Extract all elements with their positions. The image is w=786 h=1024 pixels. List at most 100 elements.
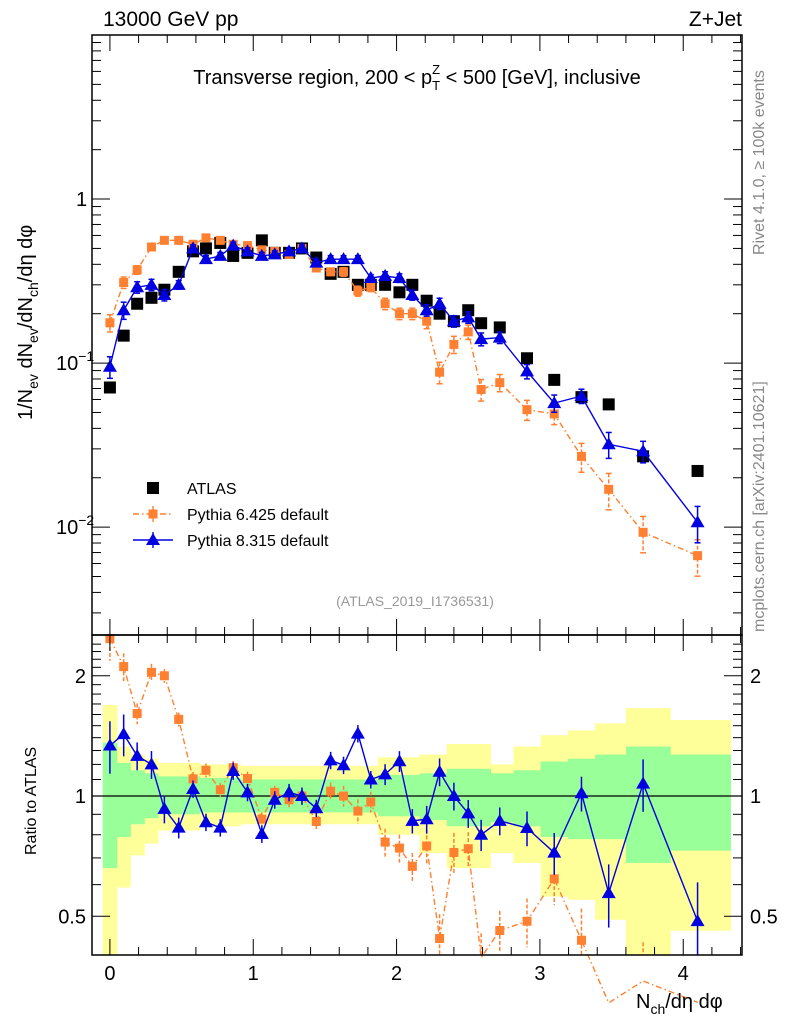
- ratio-y-tick-label-right: 1: [750, 786, 761, 808]
- data-point-pythia-8-315-default: [461, 310, 476, 323]
- data-point-atlas: [255, 234, 268, 247]
- ratio-point-pythia-8-315-default: [294, 789, 309, 802]
- ratio-point-pythia-8-315-default: [116, 727, 131, 740]
- ratio-point-pythia-6-425-default: [394, 843, 404, 853]
- data-point-atlas: [406, 278, 419, 291]
- data-point-pythia-8-315-default: [282, 244, 297, 257]
- ratio-point-pythia-8-315-default: [171, 820, 186, 833]
- ratio-point-pythia-8-315-default: [254, 826, 269, 839]
- data-point-pythia-6-425-default: [174, 235, 184, 245]
- ratio-point-pythia-6-425-default: [576, 935, 586, 945]
- uncertainty-band-green: [461, 768, 476, 827]
- data-point-atlas: [493, 321, 506, 334]
- data-point-atlas: [475, 317, 488, 330]
- legend-label-pythia-8-315-default: Pythia 8.315 default: [187, 533, 329, 550]
- plot-title: Transverse region, 200 < pZ T < 500 [GeV]…: [193, 62, 640, 93]
- ratio-point-pythia-6-425-default: [146, 667, 156, 677]
- legend-marker-atlas: [147, 482, 159, 494]
- legend: ATLAS Pythia 6.425 default Pythia 8.315 de…: [133, 481, 329, 550]
- ratio-point-pythia-8-315-default: [240, 785, 255, 798]
- data-point-atlas: [103, 381, 116, 394]
- ratio-point-pythia-6-425-default: [495, 926, 505, 936]
- ratio-point-pythia-8-315-default: [144, 757, 159, 770]
- data-point-pythia-6-425-default: [353, 286, 363, 296]
- ratio-point-pythia-6-425-default: [215, 785, 225, 795]
- data-point-pythia-8-315-default: [116, 303, 131, 316]
- data-point-pythia-8-315-default: [309, 255, 324, 268]
- header-beam: 13000 GeV pp: [103, 8, 238, 31]
- x-tick-label: 0: [104, 963, 115, 985]
- ratio-point-pythia-8-315-default: [282, 785, 297, 798]
- ratio-point-pythia-8-315-default: [267, 792, 282, 805]
- ratio-point-pythia-8-315-default: [336, 758, 351, 771]
- data-point-pythia-6-425-default: [449, 339, 459, 349]
- ratio-point-pythia-8-315-default: [350, 726, 365, 739]
- ratio-point-pythia-6-425-default: [119, 662, 129, 672]
- ratio-point-pythia-6-425-default: [380, 837, 390, 847]
- ratio-point-pythia-6-425-default: [188, 774, 198, 784]
- data-point-pythia-6-425-default: [522, 405, 532, 415]
- data-point-pythia-8-315-default: [350, 252, 365, 265]
- data-point-pythia-8-315-default: [378, 268, 393, 281]
- data-point-pythia-6-425-default: [476, 385, 486, 395]
- data-point-pythia-8-315-default: [432, 296, 447, 309]
- x-tick-label: 1: [248, 963, 259, 985]
- uncertainty-band-green: [226, 777, 241, 813]
- ratio-point-pythia-6-425-default: [311, 816, 321, 826]
- data-point-pythia-6-425-default: [549, 409, 559, 419]
- ratio-y-tick-label-left: 0.5: [58, 906, 86, 928]
- data-point-pythia-8-315-default: [267, 247, 282, 260]
- uncertainty-band-green: [625, 746, 671, 863]
- ratio-point-pythia-8-315-default: [392, 754, 407, 767]
- data-point-pythia-8-315-default: [336, 252, 351, 265]
- uncertainty-band-green: [171, 776, 187, 815]
- data-point-pythia-8-315-default: [226, 238, 241, 251]
- ratio-point-pythia-8-315-default: [157, 801, 172, 814]
- data-point-pythia-8-315-default: [601, 437, 616, 450]
- ratio-point-pythia-6-425-default: [366, 797, 376, 807]
- data-point-pythia-8-315-default: [446, 314, 461, 327]
- data-point-pythia-6-425-default: [119, 277, 129, 287]
- ratio-point-pythia-8-315-default: [378, 767, 393, 780]
- rivet-label: Rivet 4.1.0, ≥ 100k events: [751, 70, 768, 255]
- ratio-point-pythia-6-425-default: [339, 791, 349, 801]
- data-point-atlas: [393, 286, 406, 299]
- ratio-point-pythia-6-425-default: [422, 841, 432, 851]
- y-axis-label: 1/Nev dNev/dNch/dη dφ: [15, 225, 41, 420]
- data-point-pythia-8-315-default: [574, 389, 589, 402]
- uncertainty-band-green: [199, 777, 214, 813]
- data-point-pythia-6-425-default: [201, 233, 211, 243]
- uncertainty-band-green: [102, 742, 118, 869]
- data-point-pythia-8-315-default: [102, 359, 117, 372]
- data-point-atlas: [145, 291, 158, 304]
- ratio-point-pythia-8-315-default: [636, 776, 651, 789]
- ratio-point-pythia-8-315-default: [102, 738, 117, 751]
- data-point-pythia-6-425-default: [693, 551, 703, 561]
- ratio-y-tick-label-left: 2: [75, 666, 86, 688]
- ratio-y-tick-label-right: 2: [750, 666, 761, 688]
- ratio-point-pythia-6-425-default: [449, 847, 459, 857]
- data-point-pythia-8-315-default: [405, 288, 420, 301]
- data-point-pythia-6-425-default: [366, 282, 376, 292]
- x-tick-label: 3: [534, 963, 545, 985]
- ratio-point-pythia-8-315-default: [198, 815, 213, 828]
- data-point-pythia-8-315-default: [323, 252, 338, 265]
- data-point-pythia-8-315-default: [186, 241, 201, 254]
- data-point-pythia-6-425-default: [638, 527, 648, 537]
- ratio-point-pythia-6-425-default: [174, 714, 184, 724]
- data-point-atlas: [691, 464, 704, 477]
- header-process: Z+Jet: [689, 8, 742, 31]
- data-point-atlas: [548, 373, 561, 386]
- ratio-point-pythia-6-425-default: [201, 765, 211, 775]
- ratio-y-axis-label: Ratio to ATLAS: [23, 747, 40, 855]
- data-point-pythia-8-315-default: [520, 364, 535, 377]
- x-axis-label: Nch/dη dφ: [636, 991, 723, 1017]
- ratio-point-pythia-8-315-default: [226, 763, 241, 776]
- ratio-point-pythia-8-315-default: [363, 772, 378, 785]
- ratio-point-pythia-8-315-default: [690, 914, 705, 927]
- ratio-point-pythia-8-315-default: [323, 753, 338, 766]
- legend-marker-pythia-6-425-default: [148, 509, 158, 519]
- y-tick-label: 10−2: [56, 512, 94, 539]
- data-point-pythia-6-425-default: [380, 299, 390, 309]
- ratio-point-pythia-8-315-default: [186, 781, 201, 794]
